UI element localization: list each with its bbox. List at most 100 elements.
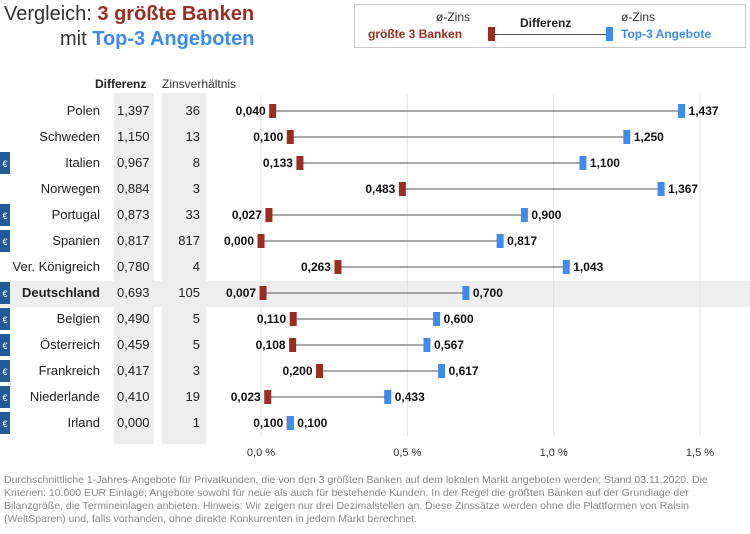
- top3-marker: [384, 390, 392, 404]
- country-label: Italien: [65, 155, 100, 170]
- legend-left-top: ø-Zins: [436, 10, 470, 24]
- difference-value: 1,397: [117, 103, 150, 118]
- country-label: Schweden: [39, 129, 100, 144]
- difference-value: 0,693: [117, 285, 150, 300]
- legend-right-top: ø-Zins: [621, 10, 655, 24]
- chart-row: € Belgien 0,490 5 0,110 0,600: [0, 308, 474, 330]
- top3-value-label: 0,900: [531, 208, 561, 222]
- ratio-value: 13: [186, 129, 200, 144]
- legend-big-banks-label: größte 3 Banken: [368, 27, 463, 41]
- top3-marker: [433, 312, 441, 326]
- legend-connector-line: [492, 34, 610, 35]
- ratio-value: 817: [178, 233, 200, 248]
- big-banks-value-label: 0,023: [231, 390, 261, 404]
- big-banks-marker: [264, 390, 272, 404]
- top3-marker: [423, 338, 431, 352]
- big-banks-value-label: 0,263: [301, 260, 331, 274]
- difference-value: 0,873: [117, 207, 150, 222]
- big-banks-marker: [398, 182, 406, 196]
- top3-marker: [496, 234, 504, 248]
- legend-difference-label: Differenz: [520, 16, 572, 30]
- country-label: Niederlande: [30, 389, 100, 404]
- euro-symbol: €: [2, 159, 7, 169]
- difference-value: 0,410: [117, 389, 150, 404]
- big-banks-marker: [269, 104, 277, 118]
- legend-top3-label: Top-3 Angebote: [621, 27, 711, 41]
- top3-value-label: 0,567: [434, 338, 464, 352]
- column-header-difference: Differenz: [95, 77, 147, 91]
- country-label: Norwegen: [41, 181, 100, 196]
- top3-value-label: 0,617: [449, 364, 479, 378]
- top3-marker: [678, 104, 686, 118]
- legend: ø-Zins größte 3 Banken Differenz ø-Zins …: [354, 4, 746, 48]
- x-tick-label: 0,0 %: [247, 447, 275, 459]
- country-label: Irland: [67, 415, 100, 430]
- euro-badge: [0, 282, 10, 304]
- top3-marker: [562, 260, 570, 274]
- country-label: Polen: [67, 103, 100, 118]
- big-banks-marker: [286, 130, 294, 144]
- top3-marker: [462, 286, 470, 300]
- top3-marker: [520, 208, 528, 222]
- country-label: Österreich: [40, 337, 100, 352]
- euro-symbol: €: [2, 367, 7, 377]
- euro-symbol: €: [2, 315, 7, 325]
- big-banks-value-label: 0,483: [365, 182, 395, 196]
- big-banks-value-label: 0,100: [253, 130, 283, 144]
- euro-badge: [0, 412, 10, 434]
- big-banks-marker: [296, 156, 304, 170]
- top3-value-label: 1,043: [573, 260, 603, 274]
- ratio-value: 3: [193, 363, 200, 378]
- footnote: Durchschnittliche 1-Jahres-Angebote für …: [4, 474, 708, 525]
- difference-value: 0,490: [117, 311, 150, 326]
- x-tick-label: 1,0 %: [540, 447, 568, 459]
- title-prefix-1: Vergleich:: [4, 3, 98, 25]
- chart-row: Polen 1,397 36 0,040 1,437: [67, 103, 719, 118]
- ratio-value: 36: [186, 103, 200, 118]
- ratio-value: 5: [193, 337, 200, 352]
- difference-value: 0,000: [117, 415, 150, 430]
- chart-row: € Österreich 0,459 5 0,108 0,567: [0, 334, 464, 356]
- big-banks-marker: [316, 364, 324, 378]
- big-banks-marker: [289, 312, 297, 326]
- euro-symbol: €: [2, 211, 7, 221]
- top3-value-label: 1,367: [668, 182, 698, 196]
- chart-title-line-2: mit Top-3 Angeboten: [60, 27, 254, 51]
- title-highlight-big-banks: 3 größte Banken: [97, 3, 255, 25]
- big-banks-value-label: 0,108: [256, 338, 286, 352]
- country-label: Frankreich: [39, 363, 100, 378]
- top3-marker: [657, 182, 665, 196]
- euro-badge: [0, 334, 10, 356]
- chart-row: € Deutschland 0,693 105 0,007 0,700: [0, 282, 503, 304]
- top3-marker: [623, 130, 631, 144]
- euro-badge: [0, 386, 10, 408]
- top3-value-label: 0,817: [507, 234, 537, 248]
- euro-symbol: €: [2, 419, 7, 429]
- chart-row: € Spanien 0,817 817 0,000 0,817: [0, 230, 537, 252]
- top3-marker: [286, 416, 294, 430]
- chart-row: € Irland 0,000 1 0,100 0,100: [0, 412, 328, 434]
- big-banks-value-label: 0,200: [283, 364, 313, 378]
- x-tick-label: 1,5 %: [686, 447, 714, 459]
- difference-value: 0,459: [117, 337, 150, 352]
- x-axis: 0,0 % 0,5 % 1,0 % 1,5 %: [247, 447, 714, 459]
- top3-value-label: 1,100: [590, 156, 620, 170]
- chart-row: € Frankreich 0,417 3 0,200 0,617: [0, 360, 479, 382]
- top3-value-label: 1,437: [689, 104, 719, 118]
- highlight-row-background: [0, 281, 750, 307]
- title-highlight-top3: Top-3 Angeboten: [92, 28, 255, 50]
- chart-row: Ver. Königreich 0,780 4 0,263 1,043: [13, 259, 604, 274]
- difference-value: 0,884: [117, 181, 150, 196]
- country-label: Spanien: [52, 233, 100, 248]
- difference-value: 1,150: [117, 129, 150, 144]
- legend-top3-marker: [606, 27, 613, 41]
- difference-value: 0,967: [117, 155, 150, 170]
- big-banks-value-label: 0,133: [263, 156, 293, 170]
- top3-value-label: 0,433: [395, 390, 425, 404]
- big-banks-marker: [257, 234, 265, 248]
- ratio-value: 19: [186, 389, 200, 404]
- top3-value-label: 1,250: [634, 130, 664, 144]
- euro-symbol: €: [2, 237, 7, 247]
